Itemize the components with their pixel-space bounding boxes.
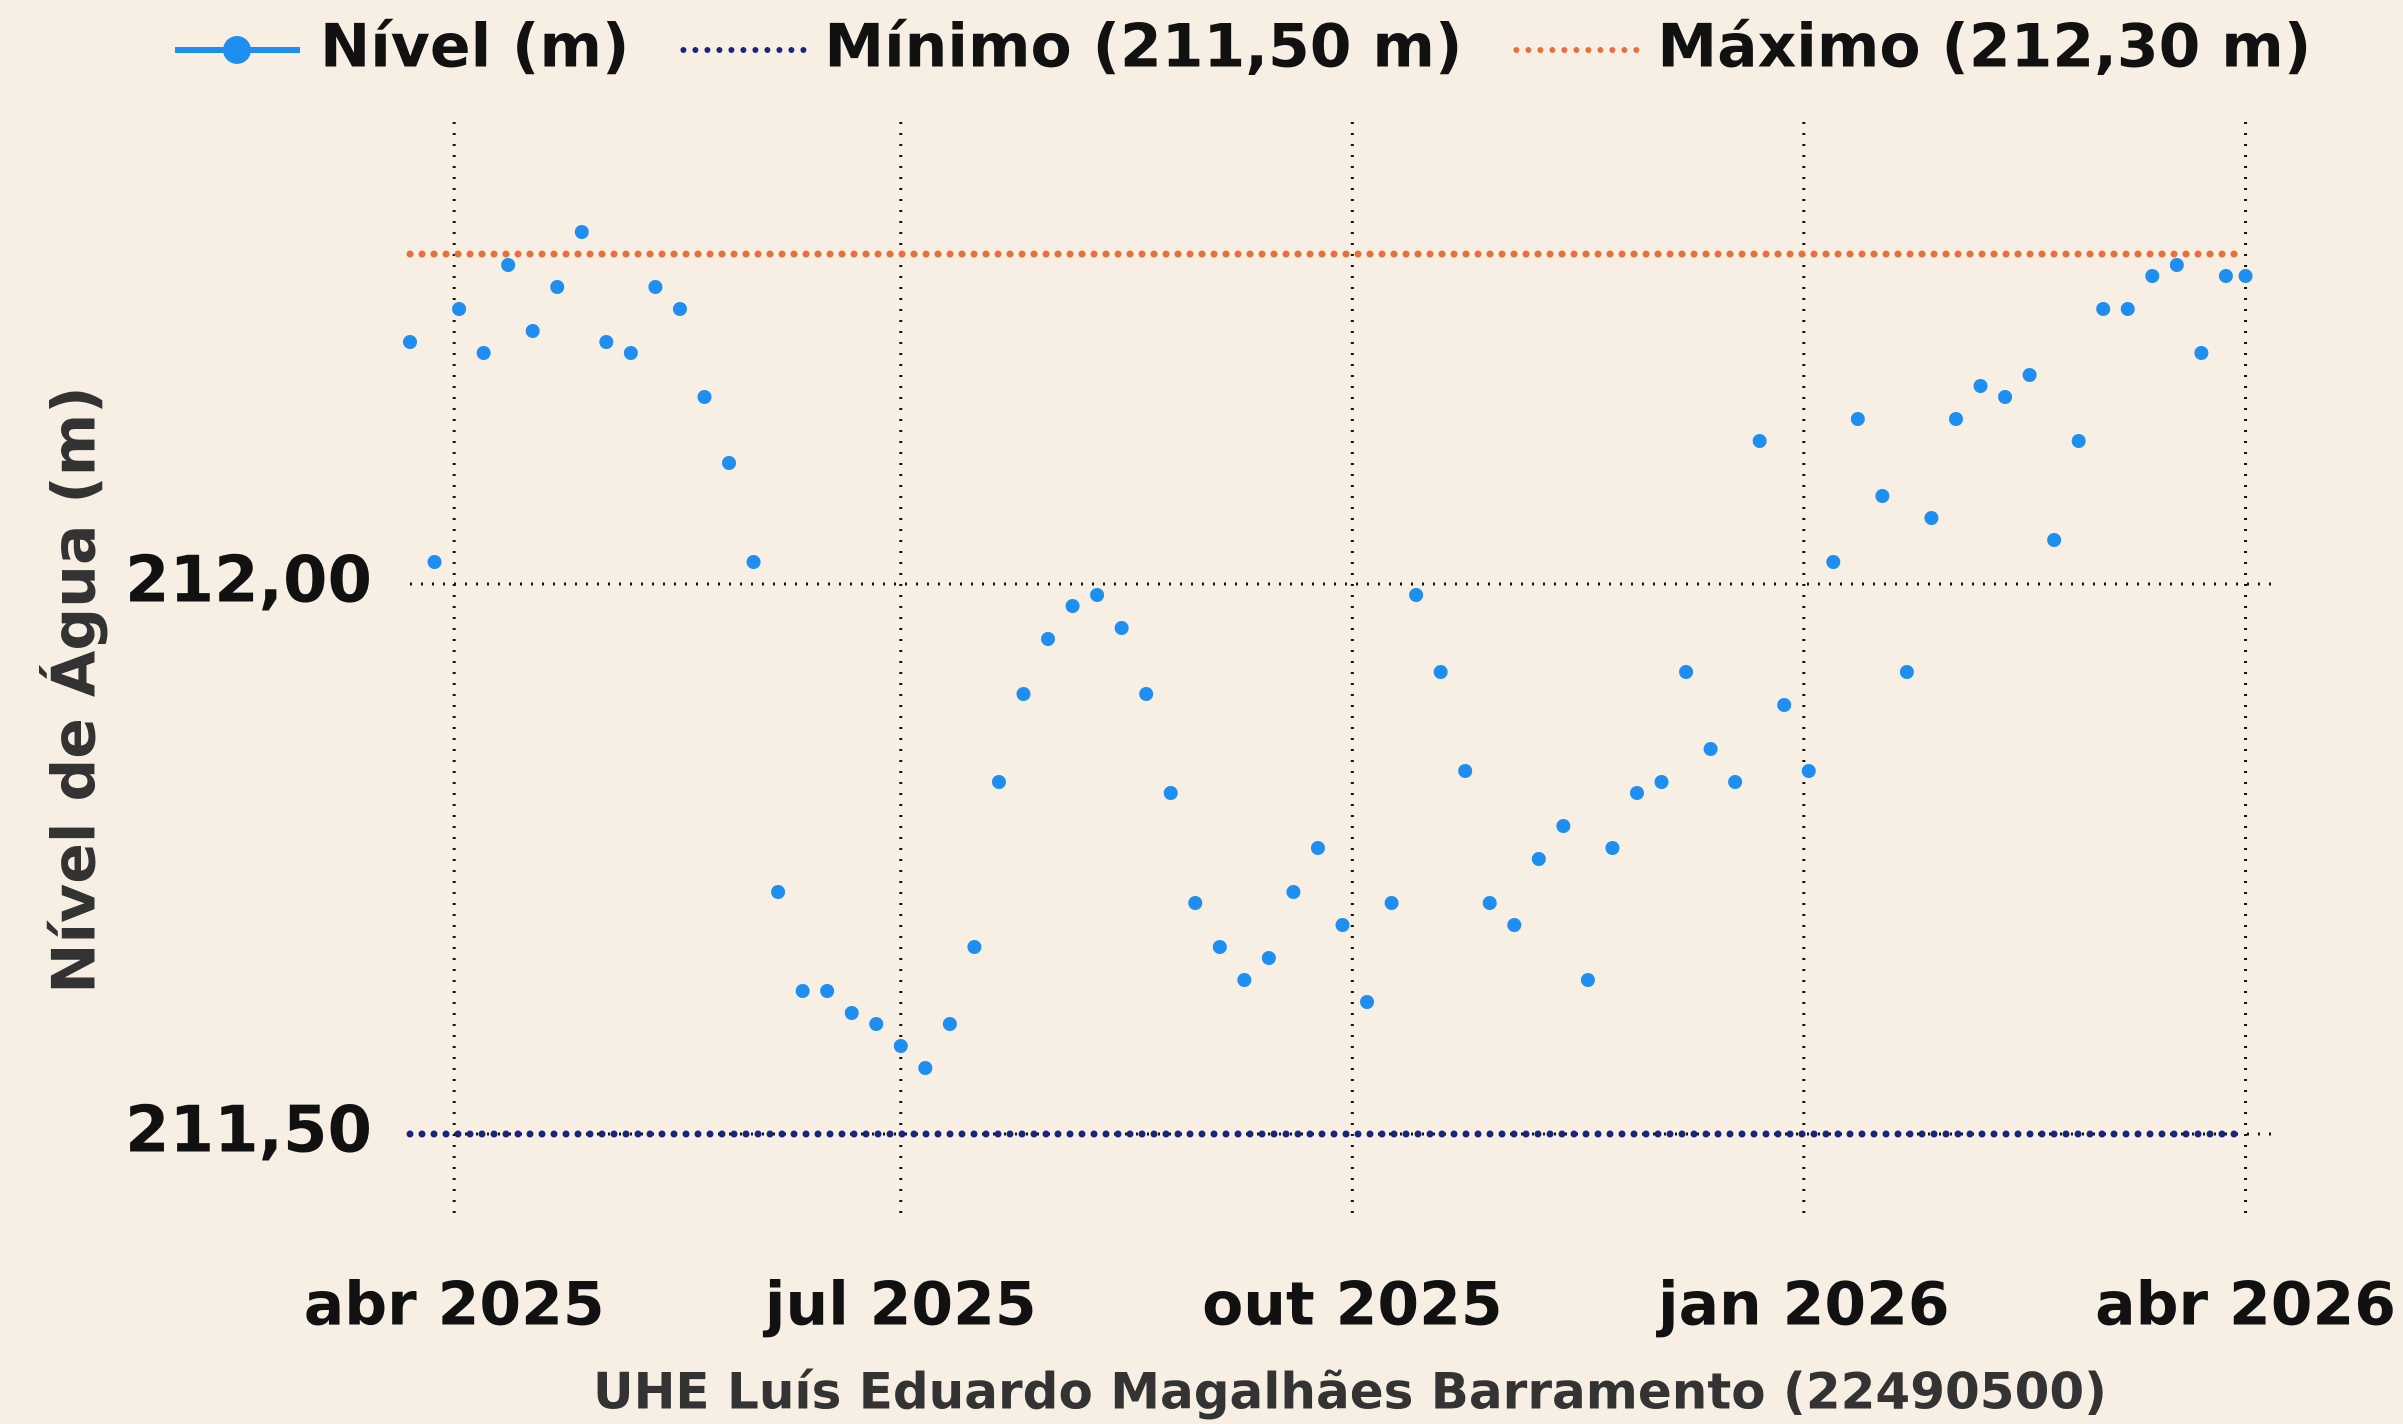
y-tick-label: 211,50 (125, 1094, 372, 1168)
point (1335, 918, 1350, 932)
point (918, 1061, 933, 1075)
point (820, 984, 835, 998)
point (501, 258, 516, 272)
point (1752, 434, 1767, 448)
legend: Nível (m) Mínimo (211,50 m) Máximo (212,30… (175, 12, 2311, 82)
point (771, 885, 786, 899)
point (2096, 302, 2111, 316)
point (672, 302, 687, 316)
legend-label: Máximo (212,30 m) (1657, 12, 2311, 82)
point (1360, 995, 1375, 1009)
x-axis-title: UHE Luís Eduardo Magalhães Barramento (2… (593, 1363, 2107, 1421)
point (648, 280, 663, 294)
point (1286, 885, 1301, 899)
point (942, 1017, 957, 1031)
point (2022, 368, 2037, 382)
point (1065, 599, 1080, 613)
point (1016, 687, 1031, 701)
point (574, 225, 589, 239)
x-tick-label: abr 2026 (2095, 1270, 2396, 1340)
point (1973, 379, 1988, 393)
point (1728, 775, 1743, 789)
point (1041, 632, 1056, 646)
point (1310, 841, 1325, 855)
point (967, 940, 982, 954)
point (869, 1017, 884, 1031)
point (1556, 819, 1571, 833)
point (1605, 841, 1620, 855)
point (403, 335, 417, 349)
point (2145, 269, 2160, 283)
point (893, 1039, 908, 1053)
grid: abr 2025 jul 2025 out 2025 jan 2026 abr 2026… (125, 122, 2396, 1340)
point (1507, 918, 1522, 932)
point (844, 1006, 859, 1020)
x-tick-label: jan 2026 (1656, 1270, 1950, 1340)
point (1409, 588, 1424, 602)
point (1482, 896, 1497, 910)
point (2238, 269, 2253, 283)
point (722, 456, 737, 470)
point (2169, 258, 2184, 272)
point (2218, 269, 2233, 283)
point (427, 555, 442, 569)
point (991, 775, 1006, 789)
point (599, 335, 614, 349)
point (1580, 973, 1595, 987)
x-tick-label: abr 2025 (304, 1270, 605, 1340)
point (1899, 665, 1914, 679)
point (1948, 412, 1963, 426)
point (1777, 698, 1792, 712)
point (2194, 346, 2209, 360)
point (1114, 621, 1129, 635)
point (550, 280, 565, 294)
point (476, 346, 491, 360)
x-tick-label: out 2025 (1202, 1270, 1503, 1340)
point (697, 390, 712, 404)
legend-marker (223, 36, 251, 64)
point (2047, 533, 2062, 547)
point (623, 346, 638, 360)
point (1875, 489, 1890, 503)
point (1654, 775, 1669, 789)
point (1261, 951, 1276, 965)
point (2071, 434, 2086, 448)
point (1703, 742, 1718, 756)
points (403, 225, 2253, 1075)
point (1850, 412, 1865, 426)
point (1924, 511, 1939, 525)
point (1679, 665, 1694, 679)
point (1188, 896, 1203, 910)
point (1531, 852, 1546, 866)
reference-lines (406, 250, 2250, 1138)
x-tick-label: jul 2025 (763, 1270, 1037, 1340)
point (1998, 390, 2013, 404)
point (1801, 764, 1816, 778)
point (1826, 555, 1841, 569)
point (746, 555, 761, 569)
point (452, 302, 467, 316)
legend-label: Mínimo (211,50 m) (824, 12, 1462, 82)
point (1139, 687, 1154, 701)
point (1384, 896, 1399, 910)
point (525, 324, 540, 338)
point (1237, 973, 1252, 987)
point (1090, 588, 1105, 602)
y-tick-label: 212,00 (125, 544, 372, 618)
point (1433, 665, 1448, 679)
point (2120, 302, 2135, 316)
legend-label: Nível (m) (320, 12, 629, 82)
point (1212, 940, 1227, 954)
point (1163, 786, 1178, 800)
point (1629, 786, 1644, 800)
point (795, 984, 810, 998)
y-axis-title: Nível de Água (m) (39, 386, 110, 993)
point (1458, 764, 1473, 778)
